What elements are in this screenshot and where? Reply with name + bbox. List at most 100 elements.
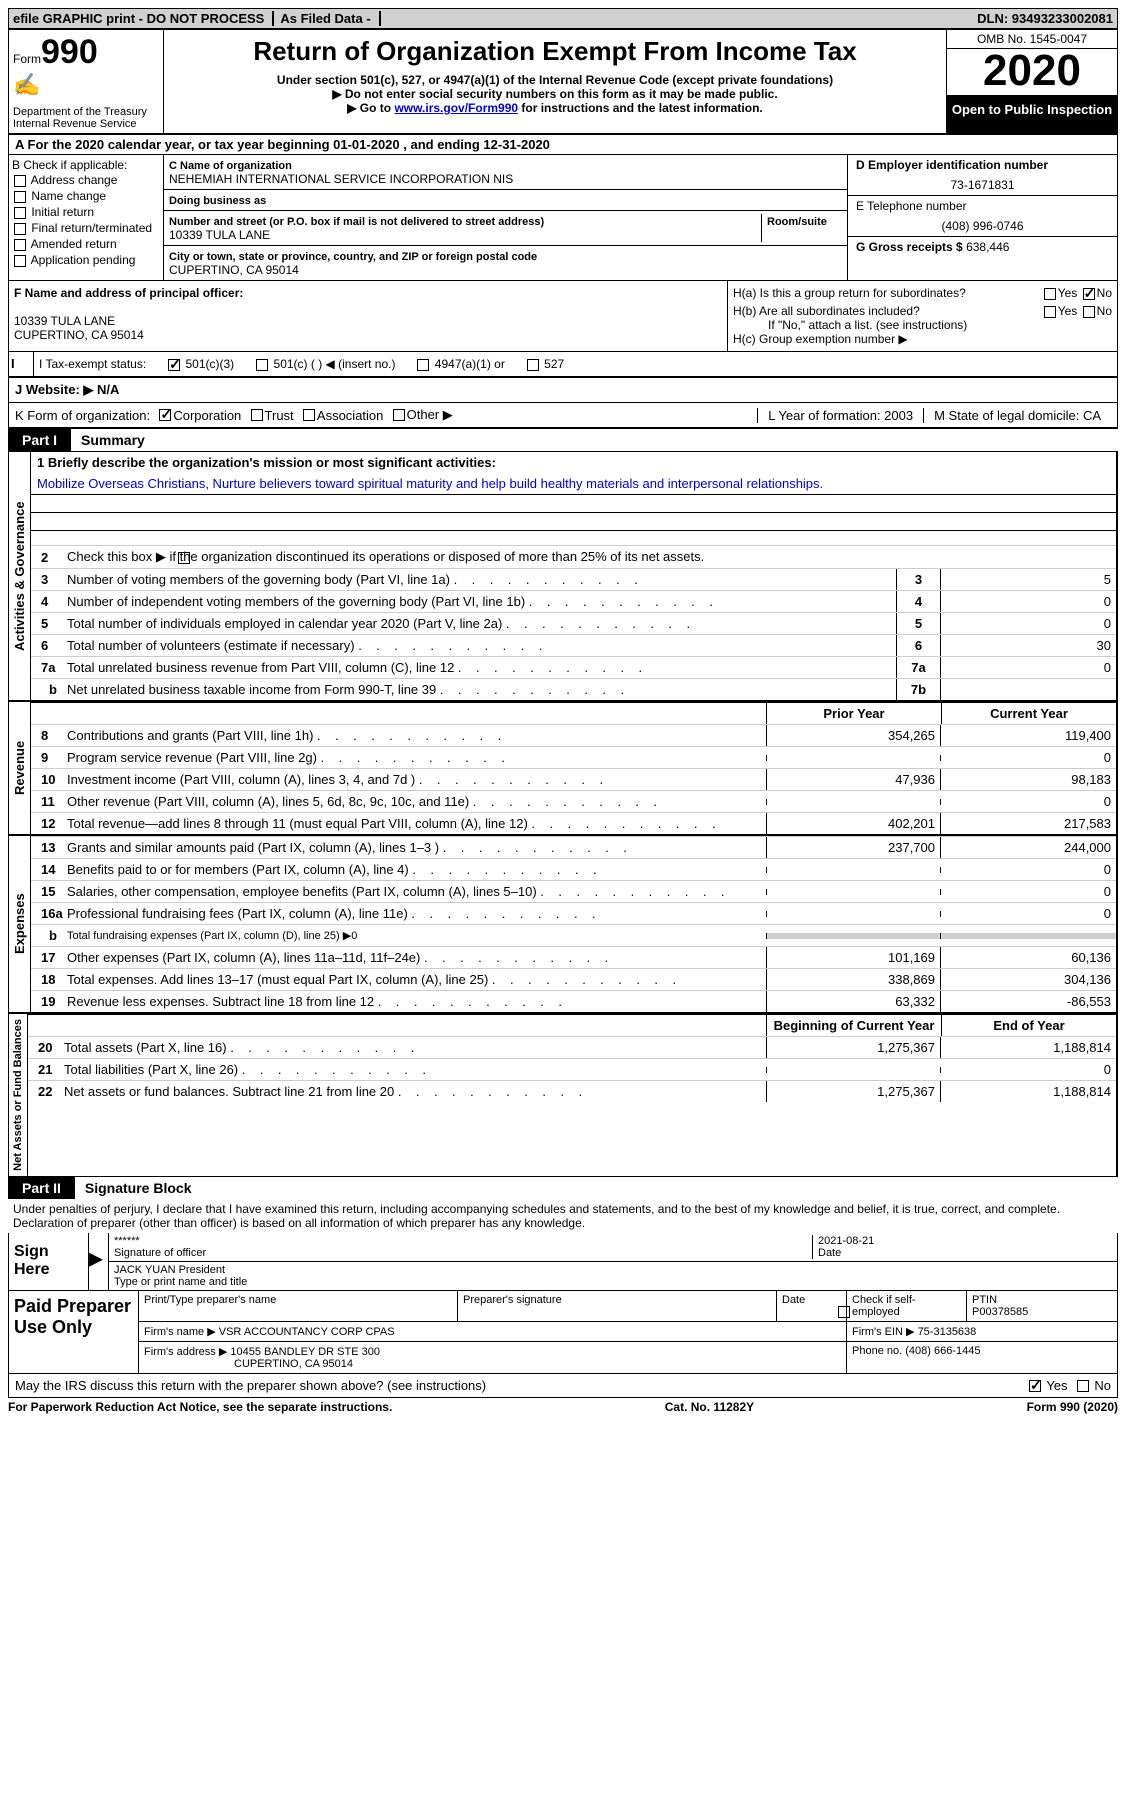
cb-discuss-yes[interactable] xyxy=(1029,1380,1041,1392)
part1-header: Part I Summary xyxy=(8,429,1118,451)
preparer-block: Paid Preparer Use Only Print/Type prepar… xyxy=(8,1291,1118,1374)
sign-here-label: Sign Here xyxy=(9,1233,89,1290)
table-row: 5 Total number of individuals employed i… xyxy=(31,612,1116,634)
line-ref: 5 xyxy=(896,613,941,634)
c-city-label: City or town, state or province, country… xyxy=(169,251,537,263)
officer-name-label: Type or print name and title xyxy=(114,1276,1112,1288)
k-label: K Form of organization: xyxy=(15,408,150,423)
dln: DLN: 93493233002081 xyxy=(977,11,1113,26)
efile-label: efile GRAPHIC print - DO NOT PROCESS xyxy=(13,11,274,26)
prior-value: 63,332 xyxy=(766,991,941,1012)
table-row: 6 Total number of volunteers (estimate i… xyxy=(31,634,1116,656)
prior-value xyxy=(766,933,941,939)
cb-discontinued[interactable] xyxy=(178,552,190,564)
prep-sig-label: Preparer's signature xyxy=(458,1291,777,1321)
as-filed-label: As Filed Data - xyxy=(280,11,380,26)
column-d: D Employer identification number 73-1671… xyxy=(847,155,1117,280)
cb-hb-no[interactable] xyxy=(1083,306,1095,318)
c-dba-label: Doing business as xyxy=(169,195,266,207)
table-row: 8 Contributions and grants (Part VIII, l… xyxy=(31,724,1116,746)
firm-phone: (408) 666-1445 xyxy=(905,1345,980,1357)
officer-sig-stars: ****** xyxy=(114,1235,140,1247)
footer-mid: Cat. No. 11282Y xyxy=(665,1400,754,1414)
i-opt-1: 501(c) ( ) ◀ (insert no.) xyxy=(274,357,396,371)
line-num: 10 xyxy=(31,769,65,790)
cb-discuss-no[interactable] xyxy=(1077,1380,1089,1392)
line-desc: Total fundraising expenses (Part IX, col… xyxy=(65,926,766,945)
curr-value: 0 xyxy=(941,903,1116,924)
table-row: b Net unrelated business taxable income … xyxy=(31,678,1116,700)
b-item-2: Initial return xyxy=(31,205,94,219)
form990-link[interactable]: www.irs.gov/Form990 xyxy=(394,101,518,115)
officer-name: JACK YUAN President xyxy=(114,1264,1112,1276)
line-desc: Total number of volunteers (estimate if … xyxy=(65,635,896,656)
cb-501c[interactable] xyxy=(256,359,268,371)
line-desc: Benefits paid to or for members (Part IX… xyxy=(65,859,766,880)
prior-value: 1,275,367 xyxy=(766,1037,941,1058)
line-num: 12 xyxy=(31,813,65,834)
cb-527[interactable] xyxy=(527,359,539,371)
cb-association[interactable] xyxy=(303,409,315,421)
hb-label: H(b) Are all subordinates included? xyxy=(733,304,920,318)
sign-arrow-icon: ▸ xyxy=(89,1233,109,1290)
prior-value xyxy=(766,799,941,805)
table-row: 19 Revenue less expenses. Subtract line … xyxy=(31,990,1116,1012)
discuss-row: May the IRS discuss this return with the… xyxy=(8,1374,1118,1398)
curr-value: 217,583 xyxy=(941,813,1116,834)
officer-addr1: 10339 TULA LANE xyxy=(14,314,722,328)
cb-self-employed[interactable] xyxy=(838,1306,850,1318)
curr-value: 0 xyxy=(941,1059,1116,1080)
gross-receipts: 638,446 xyxy=(966,240,1009,254)
table-row: 15 Salaries, other compensation, employe… xyxy=(31,880,1116,902)
cb-initial-return[interactable] xyxy=(14,207,26,219)
script-decoration: ✍ xyxy=(13,72,159,98)
line-desc: Total revenue—add lines 8 through 11 (mu… xyxy=(65,813,766,834)
sign-date: 2021-08-21 xyxy=(818,1235,874,1247)
line-num: 5 xyxy=(31,613,65,634)
curr-value: 0 xyxy=(941,747,1116,768)
cb-trust[interactable] xyxy=(251,409,263,421)
curr-value: 0 xyxy=(941,791,1116,812)
table-row: 14 Benefits paid to or for members (Part… xyxy=(31,858,1116,880)
line-desc: Number of independent voting members of … xyxy=(65,591,896,612)
cb-501c3[interactable] xyxy=(168,359,180,371)
cb-application-pending[interactable] xyxy=(14,255,26,267)
cb-hb-yes[interactable] xyxy=(1044,306,1056,318)
side-revenue: Revenue xyxy=(9,702,31,834)
curr-value: 244,000 xyxy=(941,837,1116,858)
curr-value: 304,136 xyxy=(941,969,1116,990)
telephone: (408) 996-0746 xyxy=(856,213,1109,233)
i-opt-3: 527 xyxy=(544,357,564,371)
cb-other[interactable] xyxy=(393,409,405,421)
header-right-box: OMB No. 1545-0047 2020 Open to Public In… xyxy=(947,30,1117,133)
cb-final-return[interactable] xyxy=(14,223,26,235)
line-desc: Total number of individuals employed in … xyxy=(65,613,896,634)
cb-corporation[interactable] xyxy=(159,409,171,421)
line-value: 0 xyxy=(941,657,1116,678)
cb-ha-yes[interactable] xyxy=(1044,288,1056,300)
beg-year-header: Beginning of Current Year xyxy=(766,1015,941,1036)
summary-table: Activities & Governance 1 Briefly descri… xyxy=(8,451,1118,1177)
line-value: 0 xyxy=(941,591,1116,612)
line-desc: Other expenses (Part IX, column (A), lin… xyxy=(65,947,766,968)
g-gross-label: G Gross receipts $ xyxy=(856,240,963,254)
prep-check-label: Check if self-employed xyxy=(852,1294,916,1318)
c-street-label: Number and street (or P.O. box if mail i… xyxy=(169,216,544,228)
preparer-label: Paid Preparer Use Only xyxy=(9,1291,139,1373)
b-item-0: Address change xyxy=(31,173,118,187)
section-fh: F Name and address of principal officer:… xyxy=(8,281,1118,352)
prior-value xyxy=(766,755,941,761)
line-desc: Net assets or fund balances. Subtract li… xyxy=(62,1081,766,1102)
sec-governance: Activities & Governance 1 Briefly descri… xyxy=(9,452,1117,702)
discuss-label: May the IRS discuss this return with the… xyxy=(15,1378,486,1393)
cb-4947[interactable] xyxy=(417,359,429,371)
cb-name-change[interactable] xyxy=(14,191,26,203)
table-row: 3 Number of voting members of the govern… xyxy=(31,568,1116,590)
firm-ein-label: Firm's EIN ▶ xyxy=(852,1326,915,1338)
table-row: 10 Investment income (Part VIII, column … xyxy=(31,768,1116,790)
cb-ha-no[interactable] xyxy=(1083,288,1095,300)
m-state: M State of legal domicile: CA xyxy=(923,408,1111,423)
cb-amended-return[interactable] xyxy=(14,239,26,251)
form-header: Form990 ✍ Department of the Treasury Int… xyxy=(8,29,1118,135)
cb-address-change[interactable] xyxy=(14,175,26,187)
